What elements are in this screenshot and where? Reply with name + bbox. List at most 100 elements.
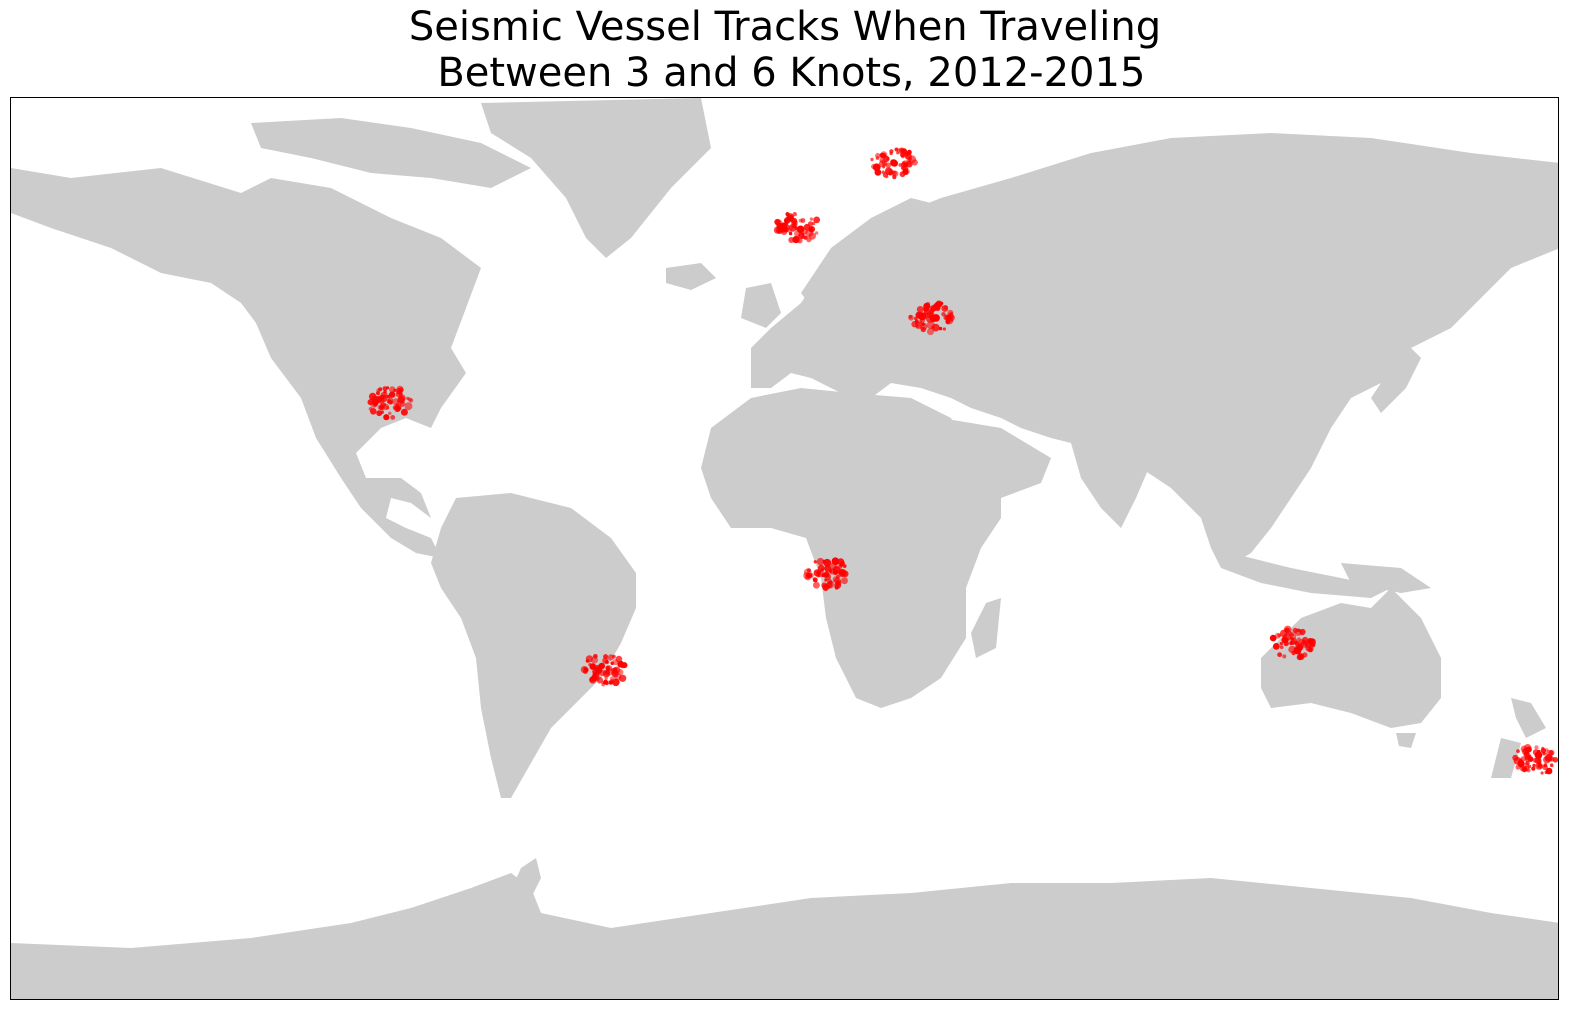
india bbox=[1071, 443, 1151, 528]
antarctica bbox=[11, 873, 1558, 999]
track-point bbox=[372, 400, 379, 406]
track-point bbox=[400, 408, 408, 416]
australia bbox=[1261, 588, 1441, 728]
track-point bbox=[823, 571, 830, 578]
track-point bbox=[1552, 757, 1558, 763]
title-line-1: Seismic Vessel Tracks When Traveling bbox=[408, 4, 1162, 50]
track-point bbox=[1277, 652, 1282, 658]
arctic-islands bbox=[251, 118, 531, 188]
track-point bbox=[889, 151, 893, 156]
greenland bbox=[481, 98, 711, 258]
track-point bbox=[899, 171, 906, 178]
track-point bbox=[894, 147, 899, 152]
track-point bbox=[1279, 641, 1284, 646]
track-point bbox=[603, 654, 609, 660]
track-point bbox=[813, 581, 820, 589]
track-point bbox=[806, 568, 812, 573]
track-point bbox=[809, 217, 814, 221]
track-point bbox=[815, 231, 819, 235]
track-point bbox=[620, 664, 625, 669]
track-point bbox=[915, 319, 919, 324]
track-point bbox=[788, 237, 795, 243]
track-point bbox=[881, 170, 885, 174]
track-point bbox=[1307, 645, 1314, 653]
track-point bbox=[832, 566, 841, 574]
track-point bbox=[607, 654, 615, 661]
antarctic-peninsula bbox=[501, 858, 541, 913]
track-point bbox=[824, 565, 831, 572]
track-point bbox=[604, 676, 608, 681]
track-point bbox=[592, 668, 600, 676]
track-point bbox=[915, 325, 920, 329]
track-point bbox=[604, 669, 610, 675]
track-point bbox=[389, 386, 396, 393]
track-point bbox=[778, 225, 787, 234]
track-point bbox=[823, 558, 832, 567]
world-map bbox=[10, 97, 1559, 1000]
track-point bbox=[908, 315, 914, 321]
track-point bbox=[817, 564, 825, 572]
track-point bbox=[607, 680, 612, 685]
land-masses bbox=[11, 98, 1558, 999]
track-point bbox=[610, 661, 614, 665]
track-point bbox=[885, 175, 889, 179]
track-point bbox=[601, 681, 605, 685]
track-point bbox=[611, 667, 617, 674]
track-point bbox=[409, 398, 414, 403]
track-point bbox=[800, 218, 806, 223]
track-point bbox=[1542, 764, 1548, 771]
track-point bbox=[901, 165, 909, 172]
track-point bbox=[1540, 771, 1544, 775]
track-point bbox=[394, 405, 401, 413]
track-point bbox=[919, 322, 928, 331]
track-point bbox=[406, 396, 410, 401]
track-point bbox=[813, 216, 821, 224]
new-zealand-south bbox=[1491, 738, 1521, 778]
track-point bbox=[1525, 746, 1532, 753]
track-point bbox=[1290, 637, 1294, 641]
track-point bbox=[1534, 751, 1543, 759]
track-point bbox=[390, 415, 396, 420]
new-guinea bbox=[1341, 563, 1431, 593]
track-point bbox=[379, 394, 385, 400]
track-point bbox=[1516, 749, 1520, 753]
track-point bbox=[803, 235, 808, 240]
track-point bbox=[885, 162, 891, 169]
track-point bbox=[784, 219, 788, 223]
track-point bbox=[598, 662, 605, 670]
track-point bbox=[399, 401, 406, 407]
track-point bbox=[1293, 645, 1301, 653]
track-point bbox=[787, 227, 793, 233]
track-point bbox=[812, 221, 816, 226]
track-point bbox=[794, 226, 799, 231]
track-point bbox=[1531, 766, 1536, 771]
africa bbox=[701, 388, 1001, 708]
track-point bbox=[1523, 751, 1531, 759]
track-point bbox=[822, 583, 830, 591]
track-point bbox=[368, 407, 373, 411]
track-point bbox=[1548, 749, 1555, 756]
track-point bbox=[841, 577, 848, 585]
track-point bbox=[380, 402, 386, 408]
track-point bbox=[1512, 754, 1519, 761]
track-point bbox=[1298, 653, 1305, 661]
track-point bbox=[774, 218, 781, 226]
track-point bbox=[942, 327, 947, 331]
track-point bbox=[834, 577, 841, 585]
track-point bbox=[1282, 654, 1287, 659]
track-point bbox=[933, 302, 941, 310]
track-point bbox=[919, 318, 925, 324]
track-point bbox=[580, 666, 589, 674]
track-point bbox=[1541, 746, 1545, 751]
track-point bbox=[794, 239, 798, 243]
eurasia bbox=[751, 133, 1558, 568]
track-point bbox=[916, 306, 924, 313]
track-point bbox=[383, 414, 390, 421]
track-point bbox=[588, 663, 592, 667]
track-point bbox=[1280, 629, 1288, 638]
track-point bbox=[804, 574, 812, 581]
british-isles bbox=[741, 283, 781, 328]
track-point bbox=[1520, 745, 1528, 753]
japan bbox=[1371, 348, 1421, 413]
track-point bbox=[383, 390, 387, 394]
